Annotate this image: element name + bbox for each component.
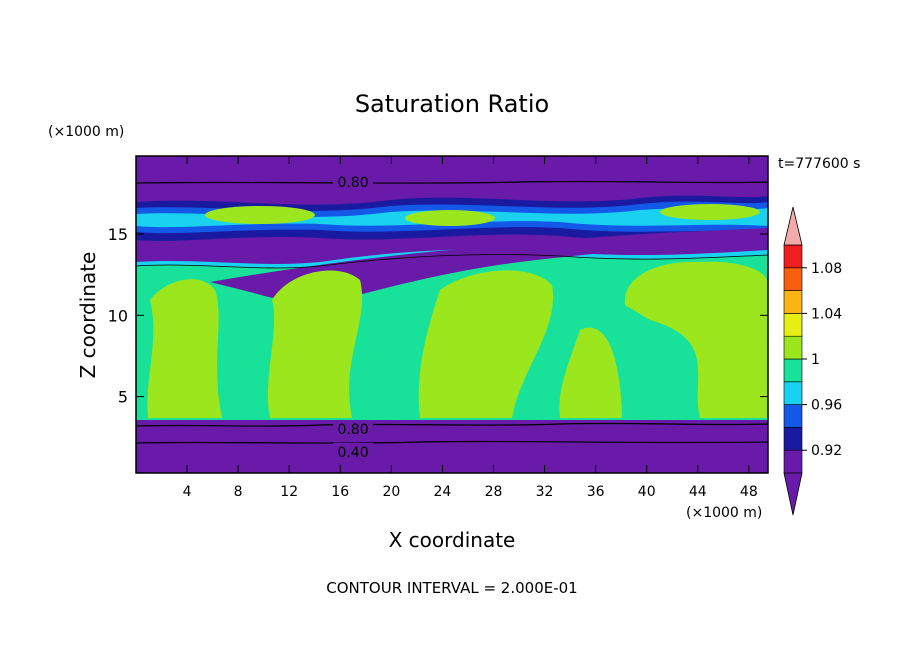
y-tick-label: 15 [108, 225, 128, 244]
colorbar-segment [783, 335, 803, 360]
x-tick-label: 44 [689, 484, 707, 500]
colorbar-tick-label: 1.08 [811, 261, 842, 277]
colorbar: 0.92 0.96 1 1.04 1.08 [783, 206, 842, 516]
contour-label: 0.80 [337, 422, 368, 438]
y-unit-label: (×1000 m) [48, 124, 124, 140]
colorbar-segment [783, 427, 803, 451]
x-tick-label: 40 [638, 484, 656, 500]
plume-2 [267, 270, 363, 418]
colorbar-over-triangle [783, 206, 803, 246]
band-lower-dry [136, 442, 768, 473]
y-axis-ticks: 5 10 15 [108, 225, 768, 407]
colorbar-segment [783, 267, 803, 291]
blob-upper-2 [405, 210, 495, 226]
contour-line-0.40 [136, 440, 768, 444]
x-axis-title: X coordinate [389, 528, 516, 552]
x-tick-label: 36 [587, 484, 605, 500]
band-lower-mid [136, 420, 768, 442]
y-tick-label: 5 [118, 388, 128, 407]
plume-3 [418, 270, 554, 418]
plot-frame [135, 155, 769, 474]
contour-line-0.80-upper [136, 180, 768, 184]
x-tick-label: 16 [331, 484, 349, 500]
contour-label: 0.40 [337, 445, 368, 461]
contour-label-bg [333, 420, 374, 437]
colorbar-segment [783, 449, 803, 474]
colorbar-segment [783, 313, 803, 337]
x-unit-label: (×1000 m) [686, 505, 762, 521]
time-label: t=777600 s [778, 156, 860, 172]
colorbar-tick-label: 0.92 [811, 443, 842, 459]
contour-line-1.00 [136, 254, 768, 269]
contour-label-bg [333, 173, 374, 190]
contour-interval-note: CONTOUR INTERVAL = 2.000E-01 [326, 579, 577, 597]
colorbar-segment [783, 381, 803, 405]
x-axis-ticks: 4 8 12 16 20 24 28 32 36 40 44 48 [183, 156, 758, 500]
x-tick-label: 32 [536, 484, 554, 500]
x-tick-label: 12 [280, 484, 298, 500]
plume-4 [559, 327, 622, 418]
x-tick-label: 8 [234, 484, 243, 500]
contour-line-0.80-lower [136, 422, 768, 427]
colorbar-segment [783, 404, 803, 428]
y-tick-label: 10 [108, 306, 128, 325]
x-tick-label: 20 [382, 484, 400, 500]
contour-label: 0.80 [337, 175, 368, 191]
plume-1 [147, 279, 222, 418]
x-tick-label: 28 [485, 484, 503, 500]
colorbar-segment [783, 290, 803, 314]
colorbar-tick-label: 1 [811, 352, 820, 368]
colorbar-tick-label: 0.96 [811, 398, 842, 414]
x-tick-label: 4 [183, 484, 192, 500]
contour-labels: 0.80 0.80 0.40 [333, 173, 374, 461]
colorbar-segment [783, 244, 803, 269]
chart-title: Saturation Ratio [355, 90, 549, 118]
colorbar-under-triangle [783, 472, 803, 516]
plume-5 [624, 261, 768, 418]
blob-upper-3 [660, 204, 760, 220]
colorbar-segment [783, 358, 803, 383]
x-tick-label: 24 [434, 484, 452, 500]
blob-upper-1 [205, 206, 315, 224]
contour-label-bg [333, 442, 374, 459]
contour-field [136, 156, 768, 473]
x-tick-label: 48 [740, 484, 758, 500]
y-axis-title: Z coordinate [76, 252, 100, 379]
colorbar-tick-label: 1.04 [811, 306, 842, 322]
